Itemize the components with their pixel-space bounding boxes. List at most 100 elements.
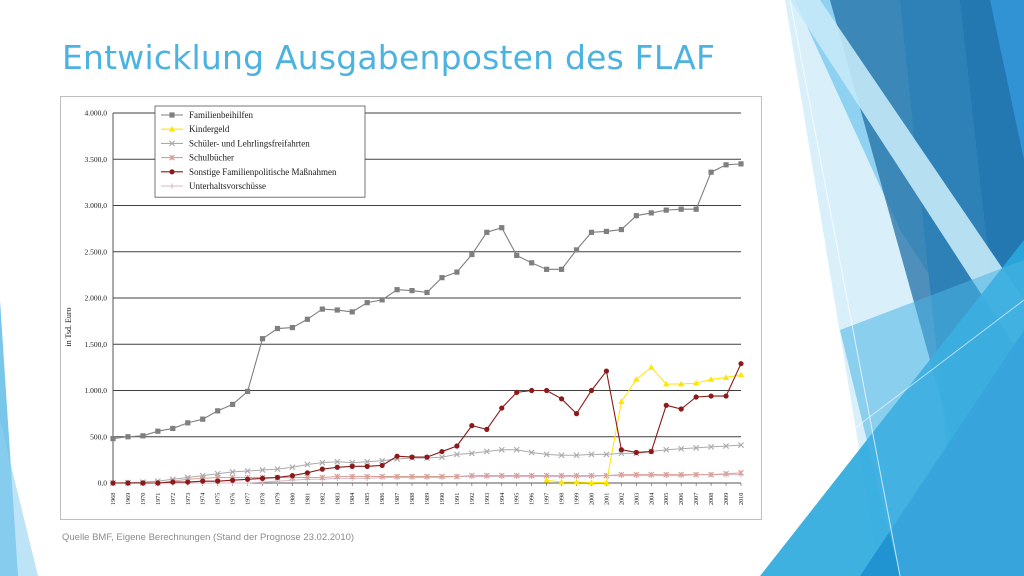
x-tick-label: 2005 bbox=[663, 493, 670, 505]
y-tick-label: 2.000,0 bbox=[85, 294, 108, 303]
data-point bbox=[558, 452, 565, 459]
data-point bbox=[259, 336, 266, 342]
data-point bbox=[439, 275, 445, 281]
data-point bbox=[618, 447, 624, 453]
slide-title: Entwicklung Ausgabenposten des FLAF bbox=[62, 38, 716, 77]
legend-label: Unterhaltsvorschüsse bbox=[189, 181, 266, 191]
x-tick-label: 1989 bbox=[424, 493, 431, 505]
data-point bbox=[544, 266, 550, 272]
data-point bbox=[110, 436, 116, 442]
data-point bbox=[633, 471, 640, 478]
data-point bbox=[379, 457, 386, 464]
x-tick-label: 2010 bbox=[738, 493, 745, 505]
data-point bbox=[618, 450, 625, 457]
data-point bbox=[738, 161, 744, 167]
legend-marker bbox=[169, 169, 175, 175]
y-tick-label: 1.000,0 bbox=[85, 386, 108, 395]
legend-box bbox=[154, 105, 366, 198]
data-point bbox=[259, 475, 266, 481]
data-point bbox=[514, 252, 520, 259]
data-point bbox=[708, 169, 714, 175]
data-point bbox=[678, 445, 685, 452]
data-point bbox=[409, 473, 416, 480]
data-point bbox=[334, 473, 341, 480]
data-point bbox=[618, 226, 624, 233]
data-point bbox=[483, 472, 490, 479]
data-point bbox=[185, 420, 191, 426]
x-tick-label: 1999 bbox=[574, 493, 581, 505]
data-point bbox=[573, 247, 580, 253]
x-tick-label: 1977 bbox=[245, 493, 252, 505]
data-point bbox=[529, 387, 535, 394]
data-point bbox=[737, 371, 745, 378]
data-point bbox=[304, 470, 310, 476]
y-axis-ticks: 0,0 500,0 1.000,0 1.500,0 2.000,0 2.500,0 3.00… bbox=[85, 109, 108, 488]
data-point bbox=[708, 443, 715, 450]
data-point bbox=[199, 472, 206, 479]
data-point bbox=[304, 461, 311, 468]
x-tick-label: 1980 bbox=[289, 493, 296, 505]
data-point bbox=[200, 416, 206, 422]
data-point bbox=[484, 426, 490, 432]
data-point bbox=[558, 478, 565, 485]
data-point bbox=[693, 206, 699, 212]
data-point bbox=[543, 477, 550, 483]
legend-entry: Kindergeld bbox=[161, 124, 230, 134]
data-point bbox=[663, 207, 669, 213]
data-point bbox=[364, 300, 370, 306]
data-point bbox=[484, 229, 490, 235]
x-axis-ticks: 1968 1969 1970 1971 1972 1973 1974 1975 1976 1977… bbox=[110, 483, 745, 505]
x-tick-label: 1970 bbox=[140, 493, 147, 505]
source-note: Quelle BMF, Eigene Berechnungen (Stand d… bbox=[62, 532, 355, 543]
data-point bbox=[274, 325, 281, 332]
data-point bbox=[155, 480, 161, 486]
legend-label: Sonstige Familienpolitische Maßnahmen bbox=[189, 167, 337, 177]
data-point bbox=[588, 472, 595, 479]
data-point bbox=[424, 473, 430, 480]
data-point bbox=[633, 449, 639, 456]
data-point bbox=[319, 306, 325, 312]
data-point bbox=[573, 478, 580, 485]
data-point bbox=[663, 380, 670, 387]
y-tick-label: 3.500,0 bbox=[85, 155, 108, 164]
data-point bbox=[364, 463, 370, 469]
data-point bbox=[558, 266, 565, 272]
data-point bbox=[244, 476, 251, 482]
x-tick-label: 1981 bbox=[304, 493, 311, 505]
data-point bbox=[513, 446, 520, 453]
data-point bbox=[454, 443, 460, 449]
data-point bbox=[603, 451, 610, 458]
data-point bbox=[349, 463, 355, 469]
x-tick-label: 1998 bbox=[559, 493, 566, 505]
data-point bbox=[603, 368, 610, 374]
data-point bbox=[170, 479, 176, 485]
data-point bbox=[693, 471, 700, 478]
data-point bbox=[708, 471, 715, 478]
data-point bbox=[618, 471, 625, 478]
x-tick-label: 1990 bbox=[439, 493, 446, 505]
x-tick-label: 1969 bbox=[125, 493, 132, 505]
data-point bbox=[558, 396, 565, 402]
legend-label: Familienbeihilfen bbox=[189, 110, 253, 120]
x-tick-label: 1979 bbox=[274, 493, 281, 505]
series-line bbox=[113, 363, 742, 484]
data-point bbox=[274, 466, 281, 473]
data-point bbox=[707, 376, 715, 382]
legend-label: Schüler- und Lehrlingsfreifahrten bbox=[189, 138, 310, 148]
y-tick-label: 1.500,0 bbox=[85, 340, 108, 349]
legend-label: Schulbücher bbox=[189, 153, 234, 163]
data-point bbox=[723, 470, 730, 477]
data-point bbox=[394, 473, 401, 480]
data-point bbox=[677, 380, 685, 387]
data-point bbox=[528, 449, 535, 456]
data-point bbox=[588, 387, 595, 394]
data-point bbox=[663, 402, 669, 408]
data-point bbox=[289, 473, 296, 479]
data-point bbox=[468, 450, 475, 457]
data-point bbox=[349, 309, 355, 315]
data-point bbox=[289, 464, 296, 471]
legend-entry: Familienbeihilfen bbox=[161, 110, 253, 120]
y-axis-label: in Tsd. Euro bbox=[64, 307, 73, 346]
legend-entry: Sonstige Familienpolitische Maßnahmen bbox=[161, 167, 337, 177]
data-point bbox=[588, 479, 595, 485]
